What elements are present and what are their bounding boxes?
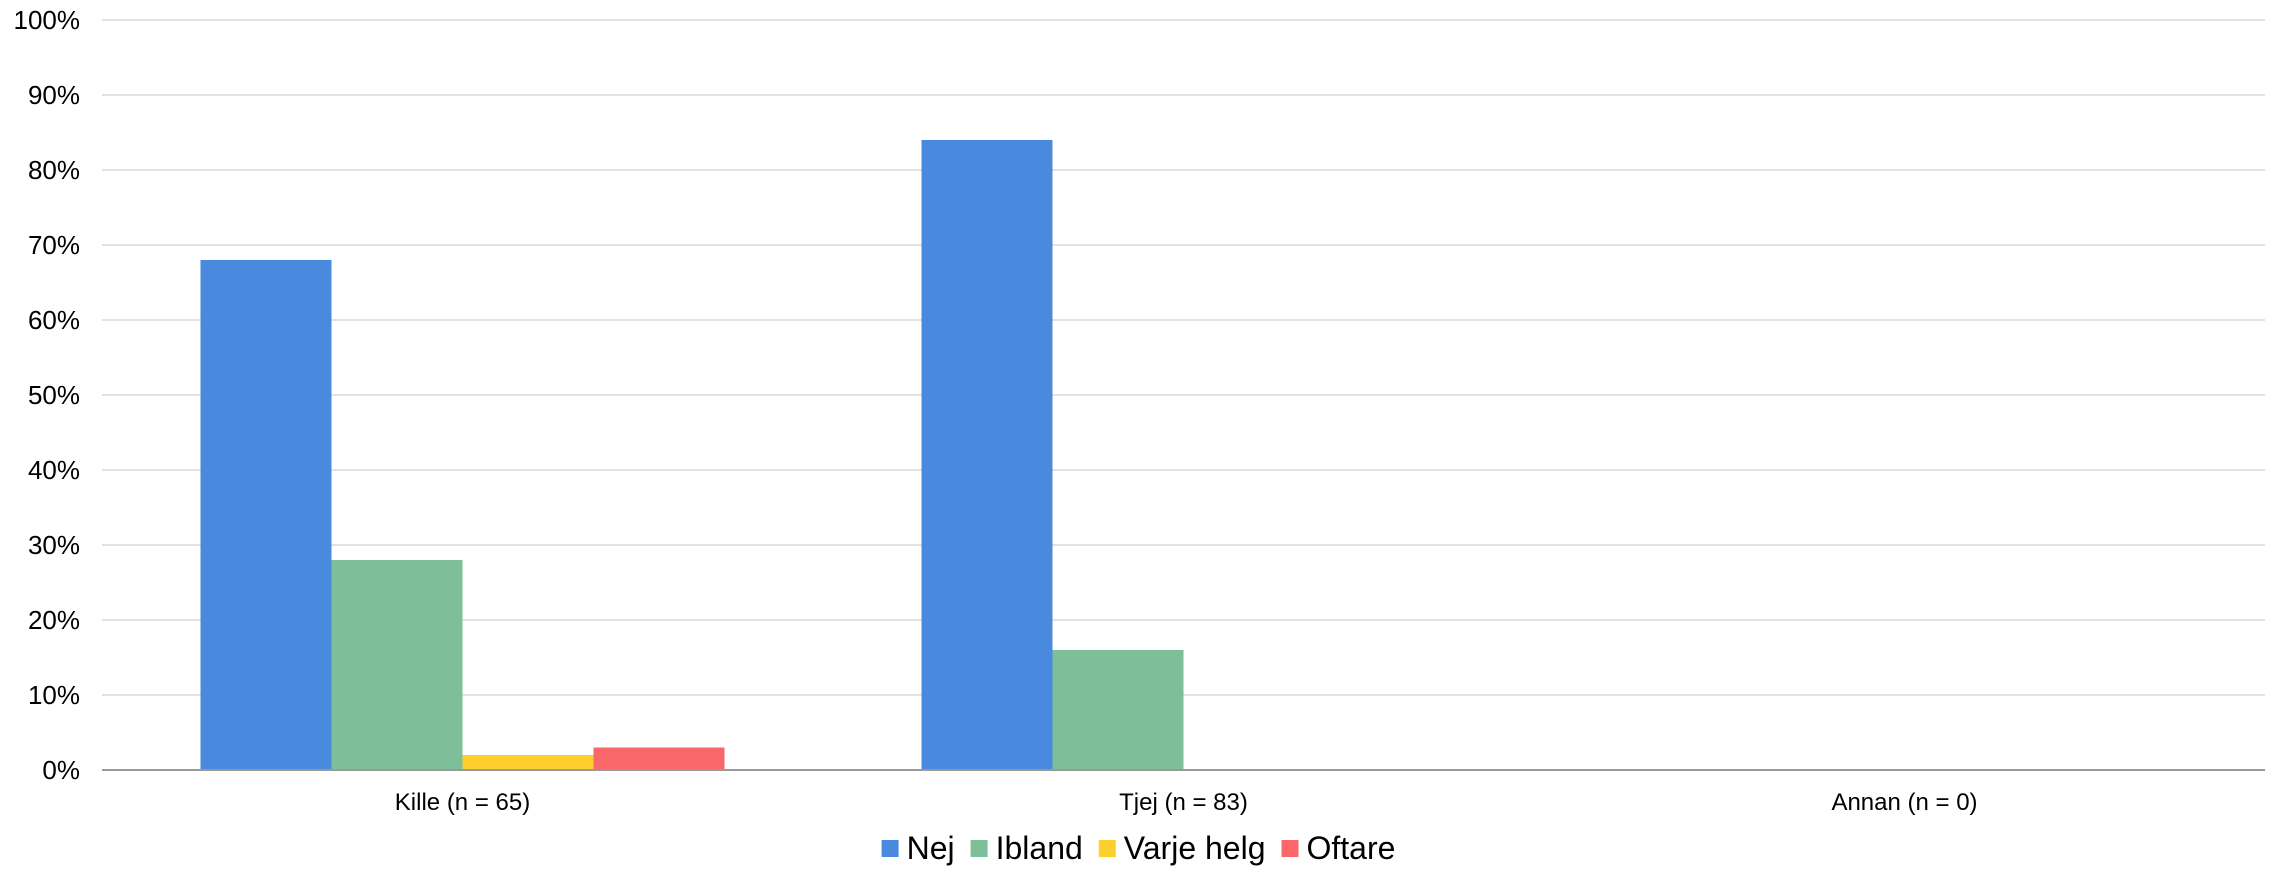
- legend-label: Varje helg: [1124, 830, 1266, 866]
- legend-label: Oftare: [1307, 830, 1396, 866]
- bars: [200, 140, 1184, 770]
- y-tick-label: 20%: [28, 605, 80, 635]
- y-tick-label: 60%: [28, 305, 80, 335]
- y-tick-label: 90%: [28, 80, 80, 110]
- bar-oftare: [593, 747, 725, 770]
- legend: Nej Ibland Varje helg Oftare: [881, 830, 1396, 866]
- y-tick-label: 50%: [28, 380, 80, 410]
- legend-swatch: [970, 840, 988, 857]
- x-category-label: Tjej (n = 83): [1119, 789, 1248, 816]
- bar-nej: [921, 140, 1053, 770]
- y-axis-tick-labels: 0% 10% 20% 30% 40% 50% 60% 70% 80% 90% 100%: [14, 5, 81, 785]
- x-axis-category-labels: Kille (n = 65) Tjej (n = 83) Annan (n = 0): [395, 789, 1978, 816]
- bar-ibland: [1052, 650, 1184, 770]
- legend-swatch: [1281, 840, 1299, 857]
- legend-swatch: [881, 840, 899, 857]
- bar-ibland: [331, 560, 463, 770]
- y-tick-label: 80%: [28, 155, 80, 185]
- x-category-label: Kille (n = 65): [395, 789, 530, 816]
- y-tick-label: 100%: [14, 5, 81, 35]
- bar-nej: [200, 260, 332, 770]
- bar-varje-helg: [462, 755, 594, 770]
- x-category-label: Annan (n = 0): [1831, 789, 1977, 816]
- y-tick-label: 30%: [28, 530, 80, 560]
- y-tick-label: 0%: [42, 755, 80, 785]
- y-tick-label: 10%: [28, 680, 80, 710]
- legend-label: Nej: [907, 830, 955, 866]
- legend-swatch: [1098, 840, 1116, 857]
- y-tick-label: 40%: [28, 455, 80, 485]
- y-tick-label: 70%: [28, 230, 80, 260]
- legend-label: Ibland: [996, 830, 1083, 866]
